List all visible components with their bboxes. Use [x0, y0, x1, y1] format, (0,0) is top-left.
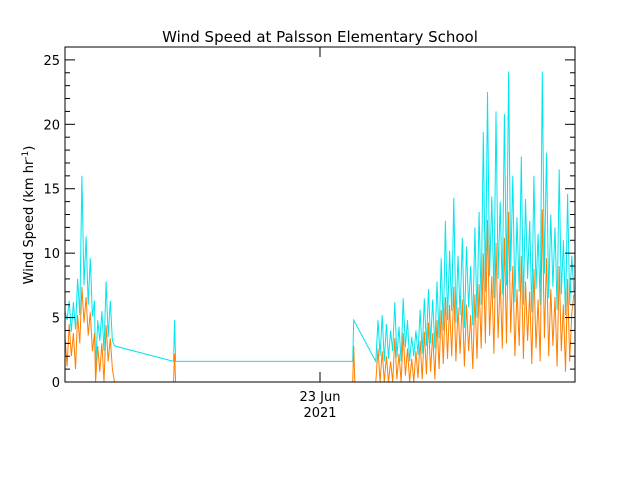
y-axis-label-close: )	[22, 146, 37, 151]
y-tick-label: 15	[43, 183, 60, 198]
gust-speed-line	[64, 71, 575, 370]
y-tick-label: 10	[43, 247, 60, 262]
y-axis-label-superscript: -1	[21, 151, 31, 160]
series-layer	[64, 71, 575, 383]
mean-speed-line	[64, 209, 575, 383]
y-axis-label-main: Wind Speed (km hr	[22, 159, 37, 284]
y-tick-label: 5	[52, 312, 60, 327]
x-tick-label-date: 23 Jun	[300, 390, 341, 405]
y-tick-label: 20	[43, 118, 60, 133]
y-tick-label: 25	[43, 54, 60, 69]
chart-title: Wind Speed at Palsson Elementary School	[162, 28, 478, 46]
y-tick-layer: 0 5 10 15 20 25	[43, 54, 575, 391]
x-tick-label-year: 2021	[303, 406, 336, 421]
y-axis-label: Wind Speed (km hr-1)	[21, 146, 37, 285]
y-tick-label: 0	[52, 376, 60, 391]
